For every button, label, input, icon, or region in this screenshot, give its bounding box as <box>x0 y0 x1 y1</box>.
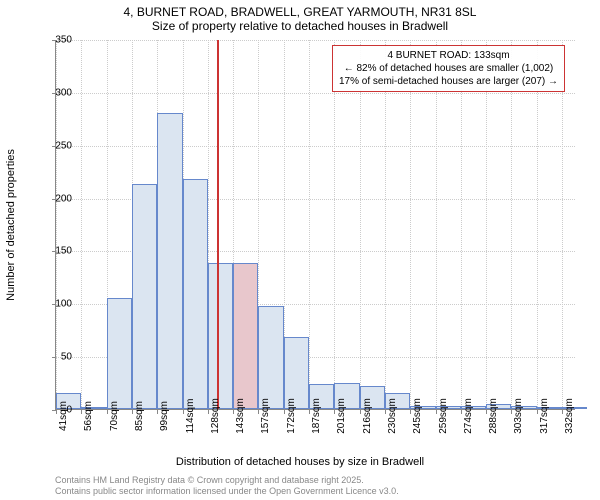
grid-line-v <box>360 40 361 409</box>
histogram-bar <box>258 306 283 409</box>
x-tick-mark <box>107 410 108 414</box>
x-tick-mark <box>208 410 209 414</box>
histogram-bar <box>107 298 132 409</box>
x-tick-label: 172sqm <box>286 398 297 434</box>
x-tick-label: 114sqm <box>185 399 196 434</box>
y-tick-label: 100 <box>42 299 72 310</box>
x-tick-label: 259sqm <box>438 398 449 434</box>
histogram-bar <box>208 263 233 409</box>
y-tick-label: 300 <box>42 87 72 98</box>
x-tick-label: 230sqm <box>387 398 398 434</box>
annotation-line3: 17% of semi-detached houses are larger (… <box>339 75 558 88</box>
grid-line-v <box>537 40 538 409</box>
x-tick-label: 157sqm <box>260 398 271 434</box>
annotation-box: 4 BURNET ROAD: 133sqm← 82% of detached h… <box>332 45 565 92</box>
annotation-line2: ← 82% of detached houses are smaller (1,… <box>339 62 558 75</box>
grid-line-v <box>309 40 310 409</box>
grid-line-v <box>562 40 563 409</box>
annotation-line1: 4 BURNET ROAD: 133sqm <box>339 49 558 62</box>
x-tick-mark <box>562 410 563 414</box>
grid-line-v <box>511 40 512 409</box>
y-tick-label: 200 <box>42 193 72 204</box>
grid-line-h <box>56 93 575 94</box>
x-tick-label: 128sqm <box>210 398 221 434</box>
grid-line-h <box>56 40 575 41</box>
x-tick-label: 99sqm <box>159 401 170 431</box>
x-tick-label: 143sqm <box>235 398 246 434</box>
histogram-bar <box>157 113 182 409</box>
x-tick-label: 332sqm <box>564 398 575 434</box>
x-tick-mark <box>537 410 538 414</box>
footer-line2: Contains public sector information licen… <box>55 486 399 497</box>
y-tick-label: 350 <box>42 35 72 46</box>
x-tick-label: 317sqm <box>539 398 550 434</box>
x-tick-label: 56sqm <box>83 401 94 431</box>
histogram-bar <box>233 263 258 409</box>
x-tick-label: 288sqm <box>488 398 499 434</box>
grid-line-v <box>410 40 411 409</box>
grid-line-v <box>81 40 82 409</box>
x-tick-mark <box>486 410 487 414</box>
x-tick-label: 85sqm <box>134 401 145 431</box>
grid-line-v <box>486 40 487 409</box>
x-tick-mark <box>385 410 386 414</box>
chart-title-line1: 4, BURNET ROAD, BRADWELL, GREAT YARMOUTH… <box>0 0 600 19</box>
x-tick-label: 187sqm <box>311 398 322 434</box>
histogram-bar <box>132 184 157 409</box>
grid-line-v <box>436 40 437 409</box>
x-tick-mark <box>132 410 133 414</box>
grid-line-v <box>385 40 386 409</box>
chart-container: 4, BURNET ROAD, BRADWELL, GREAT YARMOUTH… <box>0 0 600 500</box>
x-tick-label: 303sqm <box>513 398 524 434</box>
x-tick-label: 201sqm <box>336 398 347 434</box>
histogram-bar <box>183 179 208 409</box>
chart-title-line2: Size of property relative to detached ho… <box>0 19 600 33</box>
grid-line-v <box>334 40 335 409</box>
x-tick-mark <box>436 410 437 414</box>
footer-line1: Contains HM Land Registry data © Crown c… <box>55 475 399 486</box>
x-tick-mark <box>284 410 285 414</box>
y-tick-label: 250 <box>42 140 72 151</box>
x-tick-mark <box>461 410 462 414</box>
x-tick-label: 245sqm <box>412 398 423 434</box>
x-tick-label: 41sqm <box>58 401 69 431</box>
x-tick-mark <box>183 410 184 414</box>
y-tick-label: 150 <box>42 246 72 257</box>
x-tick-label: 70sqm <box>109 401 120 431</box>
x-tick-label: 274sqm <box>463 398 474 434</box>
grid-line-h <box>56 146 575 147</box>
x-tick-label: 216sqm <box>362 398 373 434</box>
x-tick-mark <box>233 410 234 414</box>
x-tick-mark <box>309 410 310 414</box>
y-tick-label: 50 <box>42 352 72 363</box>
x-tick-mark <box>360 410 361 414</box>
marker-line <box>217 40 219 409</box>
x-axis-label: Distribution of detached houses by size … <box>0 456 600 468</box>
grid-line-v <box>461 40 462 409</box>
footer-attribution: Contains HM Land Registry data © Crown c… <box>55 475 399 497</box>
plot-area: 4 BURNET ROAD: 133sqm← 82% of detached h… <box>55 40 575 410</box>
